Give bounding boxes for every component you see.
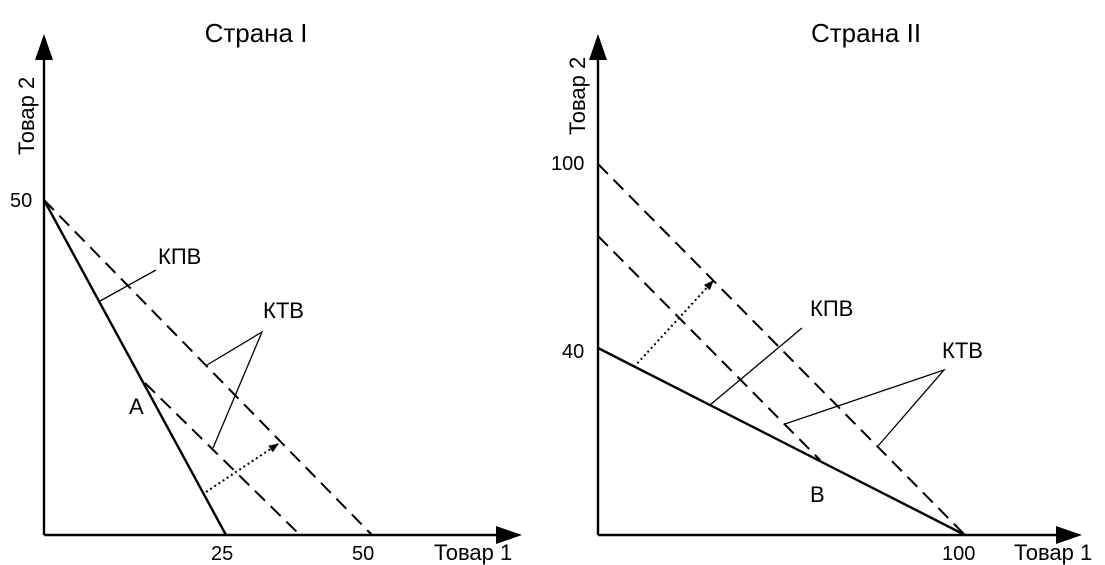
panel-2-x-axis-label: Товар 1 — [1014, 540, 1092, 565]
panel-2-title: Страна II — [811, 18, 921, 48]
panel-1-point-label: A — [129, 394, 144, 419]
panel-2-x-axis-arrow-icon — [1056, 526, 1082, 544]
panel-1-x-axis-label: Товар 1 — [434, 540, 512, 565]
panel-2-kpv-leader — [709, 327, 803, 406]
panel-1-y-axis-arrow-icon — [35, 34, 53, 60]
panel-2-shift-arrow — [633, 280, 714, 368]
panel-1-x-tick-25: 25 — [211, 543, 233, 565]
panel-2-ktv-leader — [784, 368, 947, 447]
panel-2-x-tick-100: 100 — [942, 543, 975, 565]
panel-1-ctv-line-outer — [43, 199, 373, 536]
panel-2-ctv-line-inner — [597, 235, 821, 461]
panel-2-point-label: B — [810, 482, 825, 507]
panel-1-ktv-label: КТВ — [263, 298, 304, 323]
panel-2-kpv-label: КПВ — [810, 296, 853, 321]
panel-country-2: Страна II Товар 2 Товар 1 100 40 100 КПВ… — [551, 18, 1092, 565]
panel-1-ppf-line — [42, 199, 228, 536]
panel-1-title: Страна I — [205, 18, 308, 48]
panel-2-y-axis-label: Товар 2 — [565, 57, 590, 135]
panel-1-y-axis-label: Товар 2 — [14, 77, 39, 155]
panel-1-kpv-leader — [99, 269, 157, 302]
panel-2-y-axis-arrow-icon — [589, 34, 607, 60]
panel-1-x-tick-50: 50 — [352, 543, 374, 565]
panel-1-ctv-line-inner — [144, 382, 301, 536]
panel-2-ktv-label: КТВ — [942, 338, 983, 363]
panel-2-y-tick-40: 40 — [562, 341, 584, 363]
panel-1-ktv-leader — [206, 330, 264, 449]
panel-1-kpv-label: КПВ — [158, 244, 201, 269]
panel-2-y-tick-100: 100 — [551, 153, 584, 175]
panel-1-x-axis-arrow-icon — [496, 526, 522, 544]
panel-country-1: Страна I Товар 2 Товар 1 50 25 50 КПВ КТ… — [10, 18, 522, 565]
panel-2-ctv-line-outer — [597, 163, 966, 536]
panel-1-shift-arrow — [205, 443, 279, 493]
panel-1-y-tick-50: 50 — [10, 190, 32, 212]
panel-2-ppf-line — [597, 346, 966, 537]
